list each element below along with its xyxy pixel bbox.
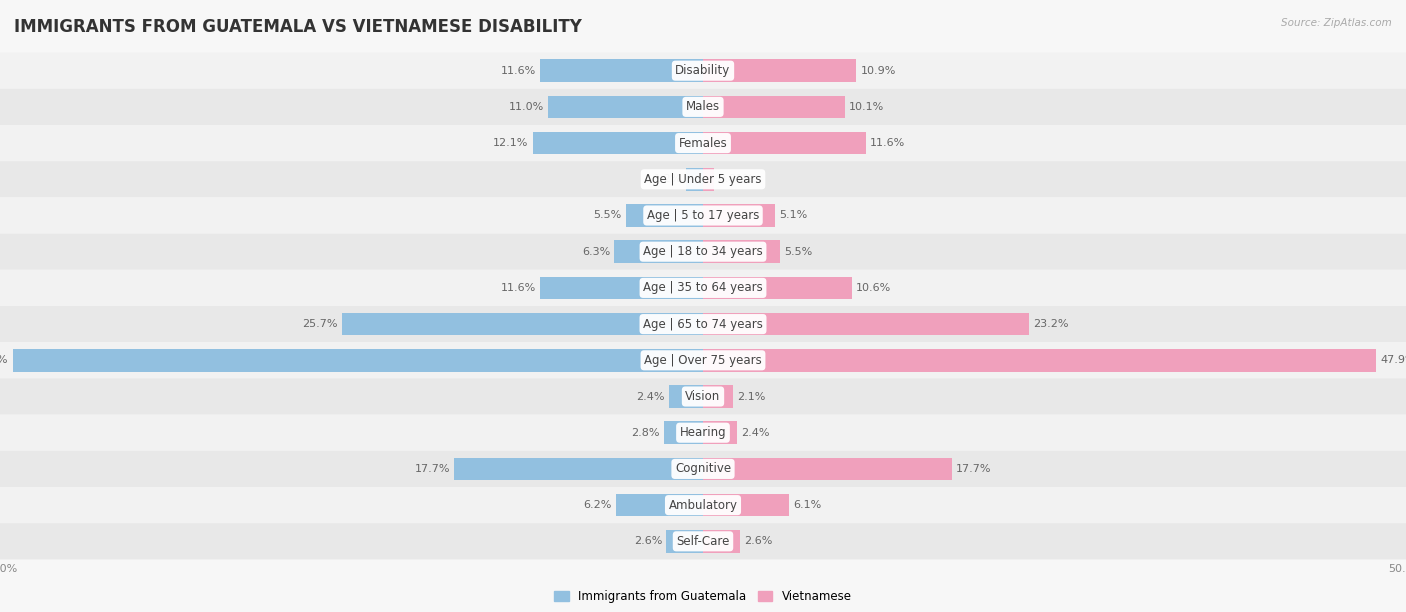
Text: 11.6%: 11.6% <box>501 65 536 76</box>
Bar <box>533 132 703 154</box>
Text: 10.1%: 10.1% <box>849 102 884 112</box>
Bar <box>703 349 1376 371</box>
Text: 5.1%: 5.1% <box>779 211 807 220</box>
Bar <box>614 241 703 263</box>
Text: 47.9%: 47.9% <box>1381 356 1406 365</box>
Bar <box>664 422 703 444</box>
Bar <box>616 494 703 517</box>
Text: 10.6%: 10.6% <box>856 283 891 293</box>
Bar <box>666 530 703 553</box>
Bar <box>703 204 775 226</box>
FancyBboxPatch shape <box>0 270 1406 306</box>
FancyBboxPatch shape <box>0 451 1406 487</box>
Text: Age | Over 75 years: Age | Over 75 years <box>644 354 762 367</box>
FancyBboxPatch shape <box>0 523 1406 559</box>
Bar <box>703 95 845 118</box>
Text: Disability: Disability <box>675 64 731 77</box>
Text: 25.7%: 25.7% <box>302 319 337 329</box>
Text: Age | 65 to 74 years: Age | 65 to 74 years <box>643 318 763 330</box>
Text: 0.81%: 0.81% <box>718 174 754 184</box>
Text: 5.5%: 5.5% <box>785 247 813 256</box>
Text: Age | 18 to 34 years: Age | 18 to 34 years <box>643 245 763 258</box>
Text: 11.6%: 11.6% <box>870 138 905 148</box>
Text: 2.4%: 2.4% <box>637 392 665 401</box>
FancyBboxPatch shape <box>0 125 1406 161</box>
Bar <box>703 241 780 263</box>
Text: 11.0%: 11.0% <box>509 102 544 112</box>
Text: 17.7%: 17.7% <box>956 464 991 474</box>
FancyBboxPatch shape <box>0 378 1406 414</box>
Text: Source: ZipAtlas.com: Source: ZipAtlas.com <box>1281 18 1392 28</box>
Bar <box>540 59 703 82</box>
Bar <box>540 277 703 299</box>
Bar <box>626 204 703 226</box>
Bar <box>686 168 703 190</box>
Bar <box>703 494 789 517</box>
Legend: Immigrants from Guatemala, Vietnamese: Immigrants from Guatemala, Vietnamese <box>554 591 852 603</box>
Text: 10.9%: 10.9% <box>860 65 896 76</box>
Text: Age | Under 5 years: Age | Under 5 years <box>644 173 762 186</box>
Text: Cognitive: Cognitive <box>675 463 731 476</box>
Text: 11.6%: 11.6% <box>501 283 536 293</box>
FancyBboxPatch shape <box>0 198 1406 234</box>
FancyBboxPatch shape <box>0 89 1406 125</box>
FancyBboxPatch shape <box>0 234 1406 270</box>
Text: 5.5%: 5.5% <box>593 211 621 220</box>
Bar <box>703 458 952 480</box>
Bar <box>669 386 703 408</box>
FancyBboxPatch shape <box>0 306 1406 342</box>
Text: 12.1%: 12.1% <box>494 138 529 148</box>
FancyBboxPatch shape <box>0 342 1406 378</box>
Text: 6.3%: 6.3% <box>582 247 610 256</box>
FancyBboxPatch shape <box>0 53 1406 89</box>
Text: 6.2%: 6.2% <box>583 500 612 510</box>
Text: 6.1%: 6.1% <box>793 500 821 510</box>
Bar <box>703 530 740 553</box>
Bar <box>703 386 733 408</box>
Text: 2.4%: 2.4% <box>741 428 769 438</box>
FancyBboxPatch shape <box>0 161 1406 198</box>
Text: 1.2%: 1.2% <box>654 174 682 184</box>
Text: Hearing: Hearing <box>679 426 727 439</box>
Text: Vision: Vision <box>685 390 721 403</box>
Bar <box>703 132 866 154</box>
Bar <box>342 313 703 335</box>
Text: 2.6%: 2.6% <box>744 536 772 547</box>
Bar <box>548 95 703 118</box>
Bar <box>703 59 856 82</box>
Bar <box>13 349 703 371</box>
Text: Ambulatory: Ambulatory <box>668 499 738 512</box>
Bar <box>703 422 737 444</box>
Text: 50.0%: 50.0% <box>1388 564 1406 574</box>
Text: IMMIGRANTS FROM GUATEMALA VS VIETNAMESE DISABILITY: IMMIGRANTS FROM GUATEMALA VS VIETNAMESE … <box>14 18 582 36</box>
Text: Age | 5 to 17 years: Age | 5 to 17 years <box>647 209 759 222</box>
Bar <box>703 313 1029 335</box>
Text: Males: Males <box>686 100 720 113</box>
Text: Females: Females <box>679 136 727 149</box>
Text: Self-Care: Self-Care <box>676 535 730 548</box>
FancyBboxPatch shape <box>0 414 1406 451</box>
Text: 17.7%: 17.7% <box>415 464 450 474</box>
FancyBboxPatch shape <box>0 487 1406 523</box>
Text: Age | 35 to 64 years: Age | 35 to 64 years <box>643 282 763 294</box>
Text: 2.8%: 2.8% <box>631 428 659 438</box>
Text: 2.1%: 2.1% <box>737 392 765 401</box>
Text: 23.2%: 23.2% <box>1033 319 1069 329</box>
Text: 50.0%: 50.0% <box>0 564 18 574</box>
Bar <box>703 277 852 299</box>
Text: 2.6%: 2.6% <box>634 536 662 547</box>
Text: 49.1%: 49.1% <box>0 356 8 365</box>
Bar <box>703 168 714 190</box>
Bar <box>454 458 703 480</box>
